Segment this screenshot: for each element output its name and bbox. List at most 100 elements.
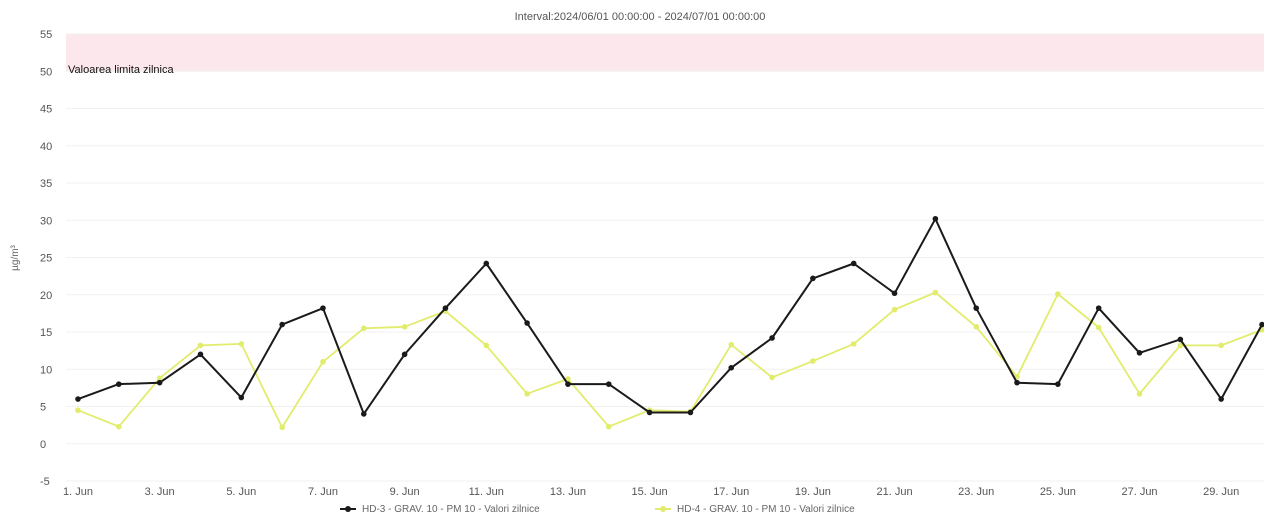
data-point[interactable] <box>156 375 163 381</box>
legend[interactable]: HD-3 - GRAV. 10 - PM 10 - Valori zilnice… <box>340 504 855 515</box>
data-point[interactable] <box>1177 336 1184 343</box>
data-point[interactable] <box>401 351 408 358</box>
data-point[interactable] <box>197 342 204 349</box>
y-tick-label: 30 <box>40 215 52 227</box>
series-layer <box>75 215 1264 431</box>
data-point[interactable] <box>605 381 612 387</box>
data-point[interactable] <box>524 391 530 397</box>
data-point[interactable] <box>932 289 939 296</box>
data-point[interactable] <box>156 379 163 386</box>
legend-swatch-marker <box>660 506 666 512</box>
legend-label: HD-3 - GRAV. 10 - PM 10 - Valori zilnice <box>362 504 540 515</box>
data-point[interactable] <box>810 275 816 282</box>
y-tick-label: -5 <box>40 476 50 488</box>
data-point[interactable] <box>279 424 285 431</box>
data-point[interactable] <box>728 364 735 371</box>
x-tick-label: 23. Jun <box>958 486 994 498</box>
legend-item-2[interactable]: HD-4 - GRAV. 10 - PM 10 - Valori zilnice <box>655 504 855 515</box>
y-axis-label: µg/m³ <box>10 244 21 270</box>
data-point[interactable] <box>483 260 490 267</box>
data-point[interactable] <box>524 320 530 326</box>
data-point[interactable] <box>75 407 81 414</box>
limit-band-label: Valoarea limita zilnica <box>68 64 174 76</box>
data-point[interactable] <box>360 325 367 332</box>
data-point[interactable] <box>891 290 898 297</box>
data-point[interactable] <box>1136 391 1143 397</box>
data-point[interactable] <box>973 323 980 330</box>
legend-swatch-marker <box>345 506 351 512</box>
data-point[interactable] <box>1014 373 1020 380</box>
data-point[interactable] <box>75 396 81 402</box>
x-tick-label: 3. Jun <box>145 486 175 498</box>
data-point[interactable] <box>116 423 122 430</box>
data-point[interactable] <box>1095 324 1102 331</box>
x-tick-label: 11. Jun <box>469 486 504 498</box>
data-point[interactable] <box>891 306 898 313</box>
data-point[interactable] <box>1177 342 1184 349</box>
data-point[interactable] <box>320 305 326 311</box>
x-tick-label: 29. Jun <box>1203 486 1239 498</box>
data-point[interactable] <box>1136 350 1143 356</box>
y-tick-label: 55 <box>40 29 52 41</box>
limit-band <box>66 34 1264 72</box>
y-tick-label: 40 <box>40 141 52 153</box>
data-point[interactable] <box>850 341 857 347</box>
series-line <box>77 217 1263 415</box>
data-point[interactable] <box>810 358 816 364</box>
data-point[interactable] <box>483 342 490 349</box>
data-point[interactable] <box>1055 291 1061 297</box>
x-axis-ticks: 1. Jun 3. Jun 5. Jun 7. Jun 9. Jun 11. Jun 13.… <box>63 486 1239 498</box>
chart-title: Interval:2024/06/01 00:00:00 - 2024/07/0… <box>515 11 766 23</box>
x-tick-label: 21. Jun <box>877 486 913 498</box>
y-tick-label: 50 <box>40 66 52 78</box>
data-point[interactable] <box>116 381 122 387</box>
data-point[interactable] <box>973 305 980 311</box>
data-point[interactable] <box>565 381 571 387</box>
y-tick-label: 45 <box>40 104 52 116</box>
series-line <box>77 291 1263 429</box>
data-point[interactable] <box>769 374 775 381</box>
y-tick-label: 20 <box>40 290 52 302</box>
data-point[interactable] <box>1259 321 1264 328</box>
x-tick-label: 27. Jun <box>1121 486 1157 498</box>
data-point[interactable] <box>360 411 367 417</box>
legend-item-1[interactable]: HD-3 - GRAV. 10 - PM 10 - Valori zilnice <box>340 504 540 515</box>
y-tick-label: 0 <box>40 439 46 451</box>
data-point[interactable] <box>728 341 735 348</box>
data-point[interactable] <box>1095 305 1102 311</box>
y-axis-ticks: -5 0 5 10 15 20 25 30 35 40 45 50 55 <box>40 29 52 488</box>
y-tick-label: 10 <box>40 364 52 376</box>
gridlines <box>66 33 1264 482</box>
y-tick-label: 35 <box>40 178 52 190</box>
data-point[interactable] <box>1218 342 1224 349</box>
data-point[interactable] <box>1055 381 1061 387</box>
x-tick-label: 25. Jun <box>1040 486 1076 498</box>
data-point[interactable] <box>850 260 857 267</box>
data-point[interactable] <box>1014 379 1020 386</box>
data-point[interactable] <box>401 323 408 330</box>
data-point[interactable] <box>197 351 204 358</box>
x-tick-label: 1. Jun <box>63 486 93 498</box>
series-1 <box>75 215 1264 417</box>
data-point[interactable] <box>238 394 245 401</box>
data-point[interactable] <box>442 305 449 311</box>
data-point[interactable] <box>769 335 775 341</box>
data-point[interactable] <box>646 409 653 416</box>
data-point[interactable] <box>320 359 326 365</box>
x-tick-label: 7. Jun <box>308 486 338 498</box>
y-tick-label: 5 <box>40 402 46 414</box>
series-2 <box>75 289 1264 431</box>
x-tick-label: 5. Jun <box>226 486 256 498</box>
x-tick-label: 19. Jun <box>795 486 831 498</box>
data-point[interactable] <box>1218 396 1224 402</box>
data-point[interactable] <box>932 215 939 222</box>
data-point[interactable] <box>238 341 245 347</box>
x-tick-label: 17. Jun <box>713 486 749 498</box>
legend-label: HD-4 - GRAV. 10 - PM 10 - Valori zilnice <box>677 504 855 515</box>
data-point[interactable] <box>605 423 612 430</box>
data-point[interactable] <box>279 321 285 328</box>
y-tick-label: 25 <box>40 253 52 265</box>
data-point[interactable] <box>687 409 694 416</box>
